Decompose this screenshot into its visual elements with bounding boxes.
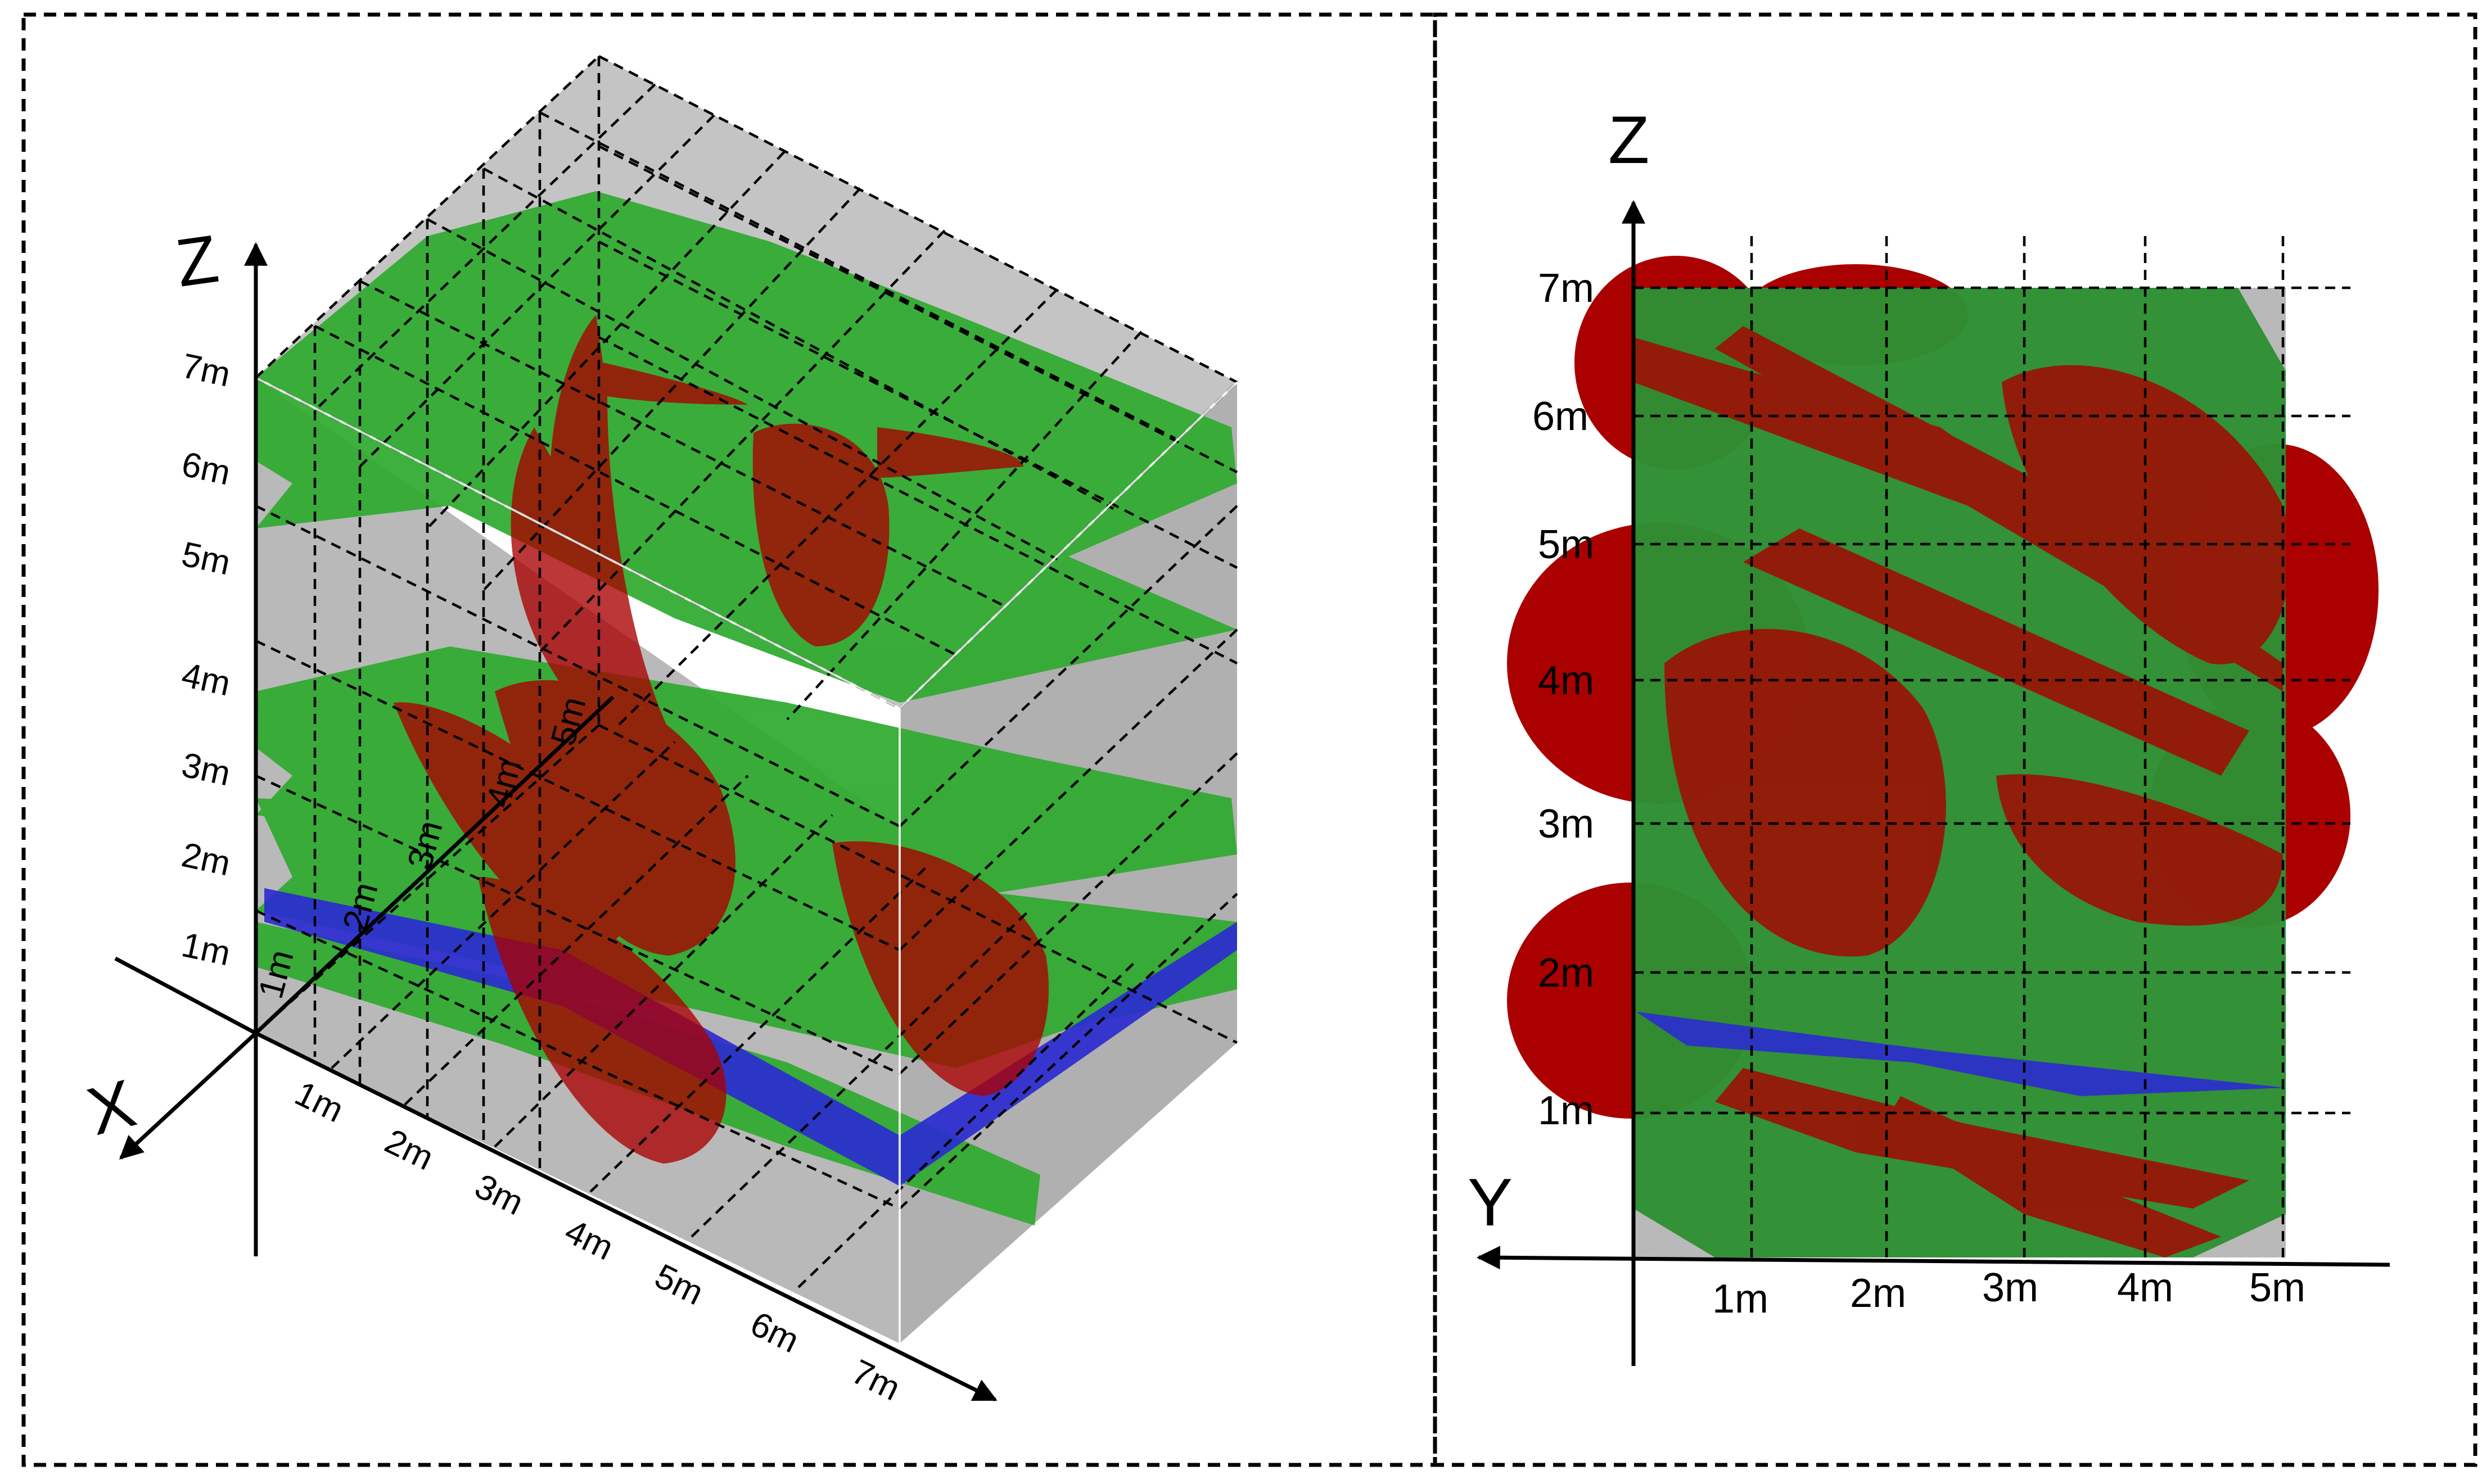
section-z-tick: 5m xyxy=(1538,522,1594,567)
fracture-disc xyxy=(394,702,635,950)
section-y-axis-line xyxy=(1476,1246,2390,1270)
section-z-tick: 7m xyxy=(1538,266,1594,311)
x-ticks-3d: 1m 2m 3m 4m 5m xyxy=(251,693,594,1003)
fracture-disc xyxy=(877,427,1023,478)
y-tick-3d: 3m xyxy=(469,1167,530,1223)
fracture-shape xyxy=(1633,337,2283,691)
section-y-tick: 5m xyxy=(2249,1265,2305,1310)
section-z-tick: 4m xyxy=(1538,658,1594,703)
layer-top xyxy=(256,191,1237,703)
section-z-axis-label: Z xyxy=(1608,102,1649,178)
box-outline-highlight xyxy=(255,377,1238,1343)
fracture-shape xyxy=(1884,1096,2221,1257)
grid-lines-top xyxy=(255,55,1238,1288)
section-y-tick: 4m xyxy=(2117,1265,2173,1310)
fracture-shape xyxy=(1664,628,1946,957)
section-z-tick: 6m xyxy=(1532,394,1589,439)
grid-3d xyxy=(255,55,1238,1288)
section-axes xyxy=(1476,200,2390,1366)
section-z-tick: 1m xyxy=(1538,1088,1594,1133)
section-y-ticks: 1m 2m 3m 4m 5m xyxy=(1712,1265,2305,1322)
section-grid xyxy=(1633,236,2350,1257)
section-y-tick: 3m xyxy=(1982,1265,2038,1310)
axes-3d xyxy=(114,242,998,1402)
y-tick-3d: 4m xyxy=(559,1212,620,1268)
fractures-2d-front xyxy=(1633,326,2290,1257)
fracture-disc xyxy=(752,423,890,646)
y-tick-3d: 2m xyxy=(379,1122,440,1178)
x-axis-depth xyxy=(254,695,615,1035)
section-z-tick: 3m xyxy=(1538,802,1594,847)
y-tick-3d: 5m xyxy=(649,1257,710,1313)
z-tick-3d: 4m xyxy=(178,655,234,703)
y-tick-3d: 7m xyxy=(846,1352,906,1409)
z-tick-3d: 6m xyxy=(178,445,234,492)
section-z-tick: 2m xyxy=(1538,951,1594,996)
z-tick-3d: 7m xyxy=(178,346,234,394)
fracture-disc xyxy=(549,315,669,731)
z-axis-label-3d: Z xyxy=(172,221,223,301)
fracture-shape xyxy=(1996,774,2283,926)
section-y-tick: 1m xyxy=(1712,1277,1768,1322)
section-water-table xyxy=(1636,1012,2286,1096)
section-y-axis-label: Y xyxy=(1468,1165,1513,1240)
y-axis-line xyxy=(255,1031,998,1402)
z-tick-3d: 2m xyxy=(178,835,234,883)
layer-mid xyxy=(256,646,1237,967)
z-ticks-3d: 1m 2m 3m 4m 5m 6m 7m xyxy=(178,346,234,973)
x-axis-label-3d: X xyxy=(80,1065,143,1150)
right-panel-frame xyxy=(1433,12,2478,1467)
x-axis-back xyxy=(114,956,257,1035)
section-2d: Z Y 1m 2m 3m 4m 5m 6m 7m 1m 2m 3m 4m 5m xyxy=(1468,102,2390,1366)
fracture-shape xyxy=(1715,326,2249,630)
z-tick-3d: 3m xyxy=(178,745,234,793)
section-y-tick: 2m xyxy=(1850,1271,1906,1316)
z-tick-3d: 5m xyxy=(178,535,234,582)
y-tick-3d: 1m xyxy=(289,1074,350,1130)
section-z-ticks: 1m 2m 3m 4m 5m 6m 7m xyxy=(1532,266,1594,1133)
z-tick-3d: 1m xyxy=(178,925,234,973)
y-tick-3d: 6m xyxy=(744,1305,805,1361)
fracture-shape xyxy=(1743,528,2249,776)
x-axis-line xyxy=(119,1031,258,1160)
